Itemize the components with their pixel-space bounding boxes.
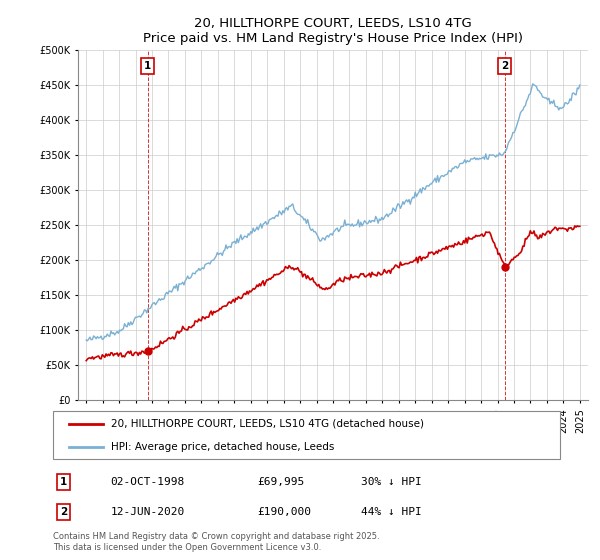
Text: 1: 1 bbox=[144, 61, 152, 71]
FancyBboxPatch shape bbox=[53, 412, 560, 459]
Text: 2: 2 bbox=[60, 507, 67, 517]
Text: £190,000: £190,000 bbox=[257, 507, 311, 517]
Text: 12-JUN-2020: 12-JUN-2020 bbox=[110, 507, 185, 517]
Text: 30% ↓ HPI: 30% ↓ HPI bbox=[361, 477, 422, 487]
Text: Contains HM Land Registry data © Crown copyright and database right 2025.
This d: Contains HM Land Registry data © Crown c… bbox=[53, 532, 380, 552]
Text: £69,995: £69,995 bbox=[257, 477, 304, 487]
Text: 2: 2 bbox=[501, 61, 509, 71]
Text: HPI: Average price, detached house, Leeds: HPI: Average price, detached house, Leed… bbox=[110, 442, 334, 452]
Text: 20, HILLTHORPE COURT, LEEDS, LS10 4TG (detached house): 20, HILLTHORPE COURT, LEEDS, LS10 4TG (d… bbox=[110, 419, 424, 429]
Text: 1: 1 bbox=[60, 477, 67, 487]
Text: 02-OCT-1998: 02-OCT-1998 bbox=[110, 477, 185, 487]
Text: 44% ↓ HPI: 44% ↓ HPI bbox=[361, 507, 422, 517]
Title: 20, HILLTHORPE COURT, LEEDS, LS10 4TG
Price paid vs. HM Land Registry's House Pr: 20, HILLTHORPE COURT, LEEDS, LS10 4TG Pr… bbox=[143, 17, 523, 45]
